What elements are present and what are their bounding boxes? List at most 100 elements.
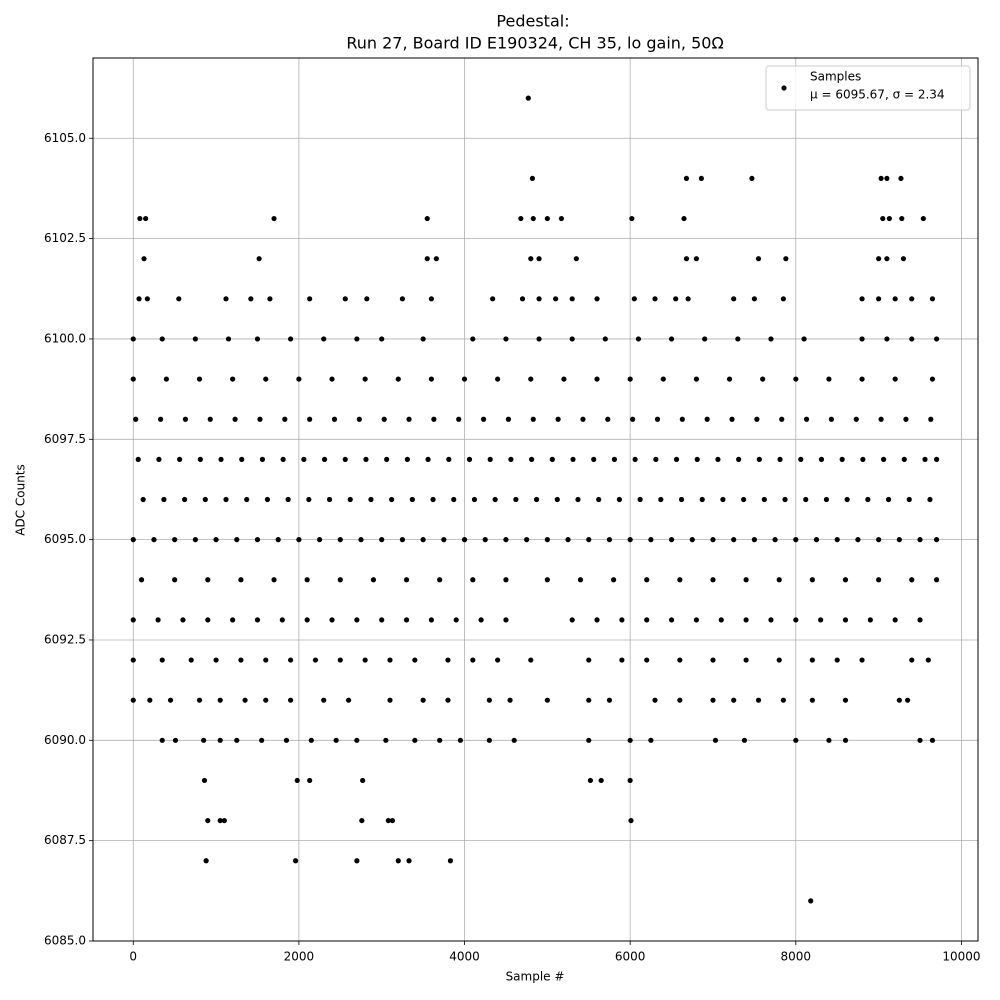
point (702, 336, 708, 342)
point (735, 336, 741, 342)
point (225, 336, 232, 342)
point (217, 817, 223, 824)
point (525, 95, 531, 101)
point (839, 456, 845, 462)
point (933, 577, 940, 583)
point (133, 416, 139, 422)
point (263, 376, 269, 382)
point (256, 256, 262, 262)
point (929, 376, 936, 382)
chart-title: Pedestal: (496, 12, 569, 31)
point (586, 537, 592, 543)
point (529, 175, 536, 182)
point (892, 296, 898, 302)
point (693, 256, 700, 262)
point (412, 657, 418, 663)
point (731, 537, 737, 543)
point (159, 657, 165, 663)
point (813, 537, 820, 543)
point (470, 657, 476, 663)
legend: Samples μ = 6095.67, σ = 2.34 (765, 65, 971, 111)
point (741, 496, 747, 503)
point (842, 737, 849, 743)
point (471, 496, 478, 503)
point (456, 416, 462, 422)
point (619, 617, 625, 623)
y-tick-label: 6100.0 (44, 331, 86, 345)
point (528, 256, 534, 262)
point (616, 496, 622, 503)
point (431, 416, 437, 422)
point (288, 657, 294, 663)
point (598, 777, 604, 784)
point (508, 456, 514, 462)
point (412, 737, 418, 743)
point (648, 537, 654, 543)
point (197, 456, 203, 462)
point (486, 737, 492, 743)
point (288, 697, 294, 703)
point (138, 577, 145, 583)
y-tick-label: 6087.5 (44, 833, 86, 847)
point (853, 416, 859, 422)
y-tick-label: 6090.0 (44, 733, 86, 747)
point (644, 657, 650, 663)
point (205, 817, 211, 824)
point (909, 336, 915, 342)
y-tick-label: 6097.5 (44, 432, 86, 446)
point (447, 858, 454, 864)
point (859, 336, 865, 342)
point (920, 215, 926, 222)
point (754, 416, 760, 422)
point (409, 496, 415, 503)
point (635, 336, 642, 342)
point (865, 496, 871, 503)
point (859, 376, 865, 382)
legend-note: μ = 6095.67, σ = 2.34 (810, 88, 945, 102)
point (575, 496, 581, 503)
point (554, 496, 560, 503)
point (356, 416, 362, 422)
point (606, 537, 613, 543)
point (490, 296, 496, 302)
point (519, 296, 526, 302)
point (192, 537, 198, 543)
point (809, 577, 815, 583)
point (157, 416, 164, 422)
point (909, 296, 915, 302)
point (308, 737, 314, 743)
point (147, 697, 153, 703)
point (619, 657, 625, 663)
point (885, 496, 892, 503)
point (188, 657, 194, 663)
point (731, 697, 737, 703)
point (878, 416, 884, 422)
point (130, 537, 136, 543)
point (248, 296, 254, 302)
point (321, 456, 328, 462)
point (627, 777, 633, 784)
point (927, 496, 933, 503)
point (586, 737, 592, 743)
point (683, 256, 690, 262)
point (793, 376, 799, 382)
point (326, 496, 333, 503)
point (437, 737, 443, 743)
point (428, 617, 434, 623)
point (880, 215, 886, 222)
point (629, 215, 635, 222)
point (478, 617, 484, 623)
point (809, 697, 815, 703)
point (610, 577, 617, 583)
point (238, 577, 244, 583)
point (704, 416, 710, 422)
point (213, 537, 219, 543)
point (743, 617, 749, 623)
point (428, 296, 434, 302)
point (196, 376, 203, 382)
point (909, 577, 915, 583)
point (878, 175, 884, 182)
point (503, 336, 509, 342)
point (424, 215, 430, 222)
point (586, 697, 592, 703)
